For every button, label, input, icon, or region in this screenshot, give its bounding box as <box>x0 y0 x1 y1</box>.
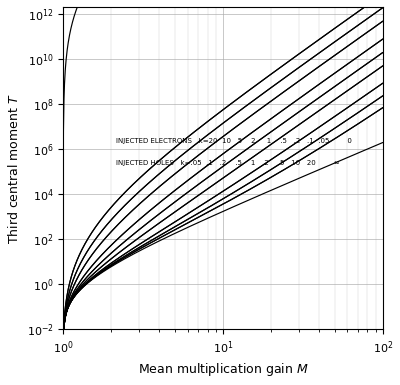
Text: INJECTED ELECTRONS   k=20  10   5    2     1    .5   .2   .1  .05        0: INJECTED ELECTRONS k=20 10 5 2 1 .5 .2 .… <box>116 138 352 144</box>
Y-axis label: Third central moment $T$: Third central moment $T$ <box>7 93 21 244</box>
X-axis label: Mean multiplication gain $M$: Mean multiplication gain $M$ <box>138 361 308 378</box>
Text: INJECTED HOLES   k=.05  .1   .2    .5    1    2     5   10   20        ∞: INJECTED HOLES k=.05 .1 .2 .5 1 2 5 10 2… <box>116 161 340 166</box>
